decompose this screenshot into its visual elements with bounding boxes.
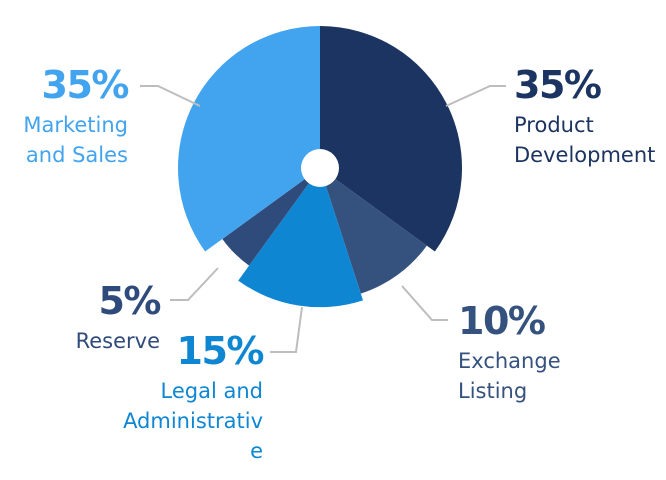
leader-line-product-development (445, 85, 506, 107)
name-marketing-sales: Marketing and Sales (23, 110, 128, 170)
name-line: Exchange (458, 349, 561, 373)
name-line: Legal and (160, 379, 263, 403)
name-line: Product (514, 113, 594, 137)
name-exchange-listing: Exchange Listing (458, 346, 561, 406)
pie-slice-marketing-sales (177, 26, 320, 252)
name-reserve: Reserve (76, 326, 160, 356)
name-legal-administrative: Legal and Administrativ e (123, 376, 263, 466)
percent-reserve: 5% (98, 279, 161, 323)
leader-lines (140, 85, 506, 353)
pie-slices (177, 26, 462, 308)
name-line: Marketing (23, 113, 128, 137)
percent-marketing-sales: 35% (41, 63, 130, 107)
name-product-development: Product Development (514, 110, 655, 170)
leader-line-marketing-sales (140, 85, 201, 107)
label-legal-administrative: 15% Legal and Administrativ e (123, 329, 265, 466)
pie-slice-exchange-listing (320, 168, 427, 294)
name-line: Reserve (75, 329, 160, 353)
name-line: and Sales (25, 143, 128, 167)
name-line: Listing (458, 379, 528, 403)
label-marketing-sales: 35% Marketing and Sales (23, 63, 130, 170)
name-line: Administrativ (123, 409, 263, 433)
pie-slice-reserve (222, 168, 320, 266)
name-line: Development (514, 143, 656, 167)
pie-slice-legal-administrative (238, 168, 364, 308)
leader-line-reserve (170, 267, 219, 301)
percent-exchange-listing: 10% (458, 299, 546, 343)
leader-line-exchange-listing (401, 285, 448, 321)
percent-product-development: 35% (514, 63, 602, 107)
name-line: e (250, 439, 263, 463)
leader-line-legal-administrative (270, 306, 303, 353)
label-exchange-listing: 10% Exchange Listing (458, 302, 561, 406)
pie-center-hole (301, 149, 339, 187)
label-product-development: 35% Product Development (514, 66, 655, 170)
percent-legal-administrative: 15% (176, 329, 265, 373)
pie-slice-product-development (320, 26, 462, 252)
label-reserve: 5% Reserve (76, 279, 162, 356)
